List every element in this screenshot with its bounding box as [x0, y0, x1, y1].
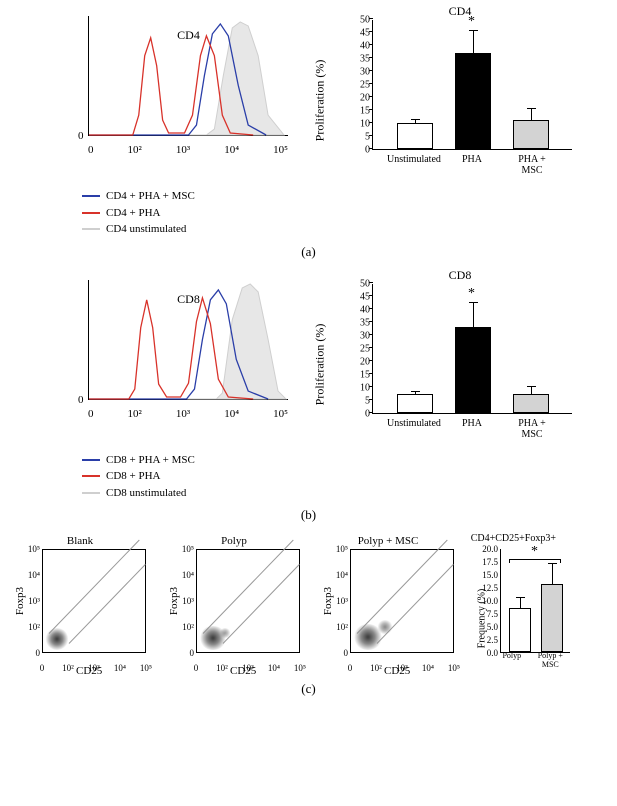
xtklbl: Unstimulated — [387, 418, 437, 440]
barc-yticks: 0.02.55.07.510.012.515.017.520.0 — [476, 549, 498, 653]
panel-a-label: (a) — [0, 244, 617, 260]
xtk: 10⁴ — [224, 408, 239, 420]
scatter-plot-area — [350, 549, 454, 653]
cd4-histo-svg — [89, 16, 288, 135]
scatter-title: Polyp + MSC — [358, 535, 419, 547]
cd8-xtick-labels: Unstimulated PHA PHA + MSC — [372, 418, 572, 440]
panel-c-label: (c) — [0, 681, 617, 697]
xtk: 0 — [88, 144, 94, 156]
cd4-histogram: CD4 0 0 10² 10³ 10⁴ 10⁵ — [60, 8, 310, 158]
legend-label: CD8 + PHA + MSC — [106, 452, 195, 469]
significance-star: * — [531, 544, 538, 560]
xtk: 10³ — [176, 408, 190, 420]
sc-xlabel: CD25 — [76, 665, 102, 677]
scatter-polyp-msc: Polyp + MSC Foxp3 010²10³10⁴10⁵ 010²10³1… — [314, 535, 462, 675]
scatter-yticks: 010²10³10⁴10⁵ — [330, 549, 348, 653]
xtklbl: PHA + MSC — [507, 154, 557, 176]
scatter-plot-area — [42, 549, 146, 653]
xtklbl: PHA — [447, 418, 497, 440]
sc-xlabel: CD25 — [384, 665, 410, 677]
barc-title: CD4+CD25+Foxp3+ — [471, 533, 556, 544]
xlabel: Polyp — [498, 651, 526, 669]
cd8-legend: CD8 + PHA + MSC CD8 + PHA CD8 unstimulat… — [82, 452, 617, 502]
cd8-xticks: 0 10² 10³ 10⁴ 10⁵ — [88, 408, 288, 420]
scatter-blank: Blank Foxp3 010²10³10⁴10⁵ 010²10³10⁴10⁵ … — [6, 535, 154, 675]
legend-label: CD8 unstimulated — [106, 485, 186, 502]
panel-b-label: (b) — [0, 507, 617, 523]
significance-star: * — [468, 286, 475, 302]
xtk: 10² — [128, 144, 142, 156]
legend-label: CD4 + PHA — [106, 205, 161, 222]
cd4-xticks: 0 10² 10³ 10⁴ 10⁵ — [88, 144, 288, 156]
cd4-bar-chart: CD4 Proliferation (%) 051015202530354045… — [330, 8, 590, 178]
barc-xlabels: Polyp Polyp + MSC — [498, 651, 572, 669]
xtklbl: PHA + MSC — [507, 418, 557, 440]
sc-xlabel: CD25 — [230, 665, 256, 677]
cd8-histo-svg — [89, 280, 288, 399]
legend-label: CD4 unstimulated — [106, 221, 186, 238]
xtklbl: Unstimulated — [387, 154, 437, 176]
xtk: 10⁴ — [224, 144, 239, 156]
treg-bar-chart: CD4+CD25+Foxp3+ Frequency (%) 0.02.55.07… — [468, 535, 576, 675]
scatter-polyp: Polyp Foxp3 010²10³10⁴10⁵ 010²10³10⁴10⁵ … — [160, 535, 308, 675]
cd8-ylabel: Proliferation (%) — [313, 323, 328, 405]
legend-label: CD8 + PHA — [106, 468, 161, 485]
panel-c: Blank Foxp3 010²10³10⁴10⁵ 010²10³10⁴10⁵ … — [0, 535, 617, 675]
scatter-title: Polyp — [221, 535, 247, 547]
cd8-bar-chart: CD8 Proliferation (%) 051015202530354045… — [330, 272, 590, 442]
xtk: 10² — [128, 408, 142, 420]
cd8-bar-title: CD8 — [449, 268, 472, 283]
scatter-plot-area — [196, 549, 300, 653]
scatter-title: Blank — [67, 535, 93, 547]
xtk: 10³ — [176, 144, 190, 156]
xlabel: Polyp + MSC — [529, 651, 572, 669]
legend-label: CD4 + PHA + MSC — [106, 188, 195, 205]
xtk: 10⁵ — [273, 408, 288, 420]
cd8-histogram: CD8 0 0 10² 10³ 10⁴ 10⁵ — [60, 272, 310, 422]
xtklbl: PHA — [447, 154, 497, 176]
significance-star: * — [468, 14, 475, 30]
cd4-legend: CD4 + PHA + MSC CD4 + PHA CD4 unstimulat… — [82, 188, 617, 238]
xtk: 10⁵ — [273, 144, 288, 156]
cd4-ylabel: Proliferation (%) — [313, 60, 328, 142]
histo-yzero: 0 — [78, 394, 84, 406]
cd4-xtick-labels: Unstimulated PHA PHA + MSC — [372, 154, 572, 176]
xtk: 0 — [88, 408, 94, 420]
scatter-yticks: 010²10³10⁴10⁵ — [22, 549, 40, 653]
cd8-ytick-labels: 05101520253035404550 — [350, 284, 370, 414]
histo-yzero: 0 — [78, 130, 84, 142]
cd4-ytick-labels: 05101520253035404550 — [350, 20, 370, 150]
scatter-yticks: 010²10³10⁴10⁵ — [176, 549, 194, 653]
